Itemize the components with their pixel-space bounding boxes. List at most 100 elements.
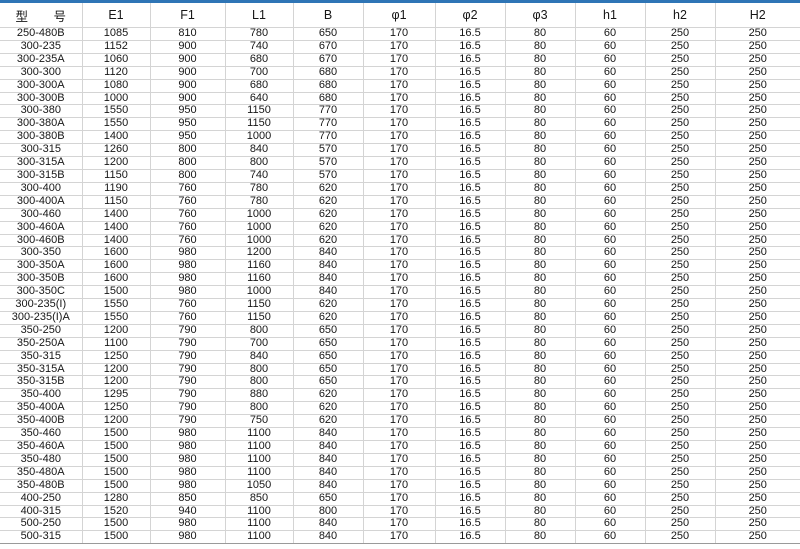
value-cell-h2: 250 — [645, 234, 716, 248]
value-cell-phi2: 16.5 — [435, 40, 506, 54]
value-cell-H2: 250 — [715, 517, 800, 532]
value-cell-phi3: 80 — [505, 259, 576, 274]
value-cell-phi3: 80 — [505, 53, 576, 67]
value-cell-H2: 250 — [715, 324, 800, 338]
value-cell-b: 620 — [293, 401, 364, 416]
value-cell-l1: 780 — [225, 195, 294, 209]
value-cell-phi2: 16.5 — [435, 182, 506, 196]
value-cell-f1: 940 — [150, 505, 226, 519]
value-cell-h2: 250 — [645, 375, 716, 390]
value-cell-H2: 250 — [715, 92, 800, 106]
value-cell-phi2: 16.5 — [435, 453, 506, 467]
value-cell-phi1: 170 — [363, 208, 436, 222]
value-cell-h2: 250 — [645, 27, 716, 41]
value-cell-phi3: 80 — [505, 375, 576, 390]
table-row: 350-400B 1200 790 750 620 170 16.5 80 60 250 250 — [0, 414, 800, 429]
value-cell-H2: 250 — [715, 246, 800, 261]
value-cell-h2: 250 — [645, 337, 716, 351]
value-cell-phi2: 16.5 — [435, 234, 506, 248]
value-cell-h1: 60 — [575, 208, 646, 222]
value-cell-H2: 250 — [715, 53, 800, 67]
value-cell-phi2: 16.5 — [435, 195, 506, 209]
value-cell-h1: 60 — [575, 195, 646, 209]
value-cell-phi2: 16.5 — [435, 375, 506, 390]
value-cell-phi3: 80 — [505, 79, 576, 93]
value-cell-f1: 980 — [150, 259, 226, 274]
model-cell: 350-460 — [0, 427, 83, 441]
value-cell-phi2: 16.5 — [435, 285, 506, 300]
model-cell: 300-235 — [0, 40, 83, 54]
value-cell-phi2: 16.5 — [435, 117, 506, 132]
value-cell-h2: 250 — [645, 440, 716, 454]
value-cell-phi1: 170 — [363, 66, 436, 80]
value-cell-f1: 760 — [150, 234, 226, 248]
value-cell-f1: 800 — [150, 143, 226, 158]
value-cell-h2: 250 — [645, 272, 716, 287]
value-cell-phi1: 170 — [363, 401, 436, 416]
value-cell-phi2: 16.5 — [435, 104, 506, 119]
value-cell-h1: 60 — [575, 414, 646, 429]
header-cell-h2: h2 — [645, 3, 716, 28]
value-cell-e1: 1150 — [82, 169, 151, 183]
model-cell: 300-350B — [0, 272, 83, 287]
value-cell-f1: 760 — [150, 195, 226, 209]
value-cell-phi3: 80 — [505, 517, 576, 532]
value-cell-H2: 250 — [715, 350, 800, 364]
value-cell-h2: 250 — [645, 259, 716, 274]
value-cell-e1: 1280 — [82, 492, 151, 506]
value-cell-f1: 980 — [150, 440, 226, 454]
value-cell-h1: 60 — [575, 427, 646, 441]
value-cell-h1: 60 — [575, 530, 646, 545]
value-cell-phi1: 170 — [363, 285, 436, 300]
value-cell-h2: 250 — [645, 66, 716, 80]
value-cell-phi3: 80 — [505, 130, 576, 145]
value-cell-phi1: 170 — [363, 117, 436, 132]
value-cell-phi3: 80 — [505, 492, 576, 506]
value-cell-phi1: 170 — [363, 388, 436, 403]
value-cell-e1: 1500 — [82, 427, 151, 441]
value-cell-phi2: 16.5 — [435, 363, 506, 377]
value-cell-b: 840 — [293, 466, 364, 480]
table-row: 350-315B 1200 790 800 650 170 16.5 80 60 250 250 — [0, 375, 800, 390]
table-row: 300-380 1550 950 1150 770 170 16.5 80 60 250 250 — [0, 104, 800, 119]
value-cell-H2: 250 — [715, 169, 800, 183]
model-cell: 300-400A — [0, 195, 83, 209]
model-cell: 350-480B — [0, 479, 83, 493]
value-cell-phi1: 170 — [363, 182, 436, 196]
value-cell-e1: 1600 — [82, 246, 151, 261]
value-cell-h1: 60 — [575, 169, 646, 183]
value-cell-H2: 250 — [715, 388, 800, 403]
value-cell-h2: 250 — [645, 208, 716, 222]
value-cell-phi3: 80 — [505, 427, 576, 441]
value-cell-phi3: 80 — [505, 479, 576, 493]
value-cell-h2: 250 — [645, 517, 716, 532]
value-cell-b: 840 — [293, 530, 364, 545]
value-cell-e1: 1152 — [82, 40, 151, 54]
value-cell-H2: 250 — [715, 453, 800, 467]
table-row: 300-315 1260 800 840 570 170 16.5 80 60 250 250 — [0, 143, 800, 158]
value-cell-l1: 880 — [225, 388, 294, 403]
value-cell-l1: 800 — [225, 375, 294, 390]
value-cell-h1: 60 — [575, 375, 646, 390]
value-cell-l1: 1100 — [225, 440, 294, 454]
value-cell-b: 650 — [293, 363, 364, 377]
table-row: 350-250A 1100 790 700 650 170 16.5 80 60 250 250 — [0, 337, 800, 351]
value-cell-h1: 60 — [575, 130, 646, 145]
value-cell-phi1: 170 — [363, 414, 436, 429]
value-cell-b: 840 — [293, 517, 364, 532]
value-cell-phi1: 170 — [363, 259, 436, 274]
value-cell-h1: 60 — [575, 143, 646, 158]
value-cell-phi1: 170 — [363, 79, 436, 93]
value-cell-phi3: 80 — [505, 156, 576, 170]
value-cell-phi2: 16.5 — [435, 298, 506, 312]
value-cell-phi1: 170 — [363, 427, 436, 441]
value-cell-l1: 1160 — [225, 272, 294, 287]
value-cell-l1: 1000 — [225, 130, 294, 145]
value-cell-phi2: 16.5 — [435, 414, 506, 429]
table-row: 300-460A 1400 760 1000 620 170 16.5 80 60 250 250 — [0, 221, 800, 235]
value-cell-f1: 980 — [150, 246, 226, 261]
value-cell-l1: 840 — [225, 350, 294, 364]
value-cell-h1: 60 — [575, 221, 646, 235]
value-cell-l1: 1100 — [225, 466, 294, 480]
